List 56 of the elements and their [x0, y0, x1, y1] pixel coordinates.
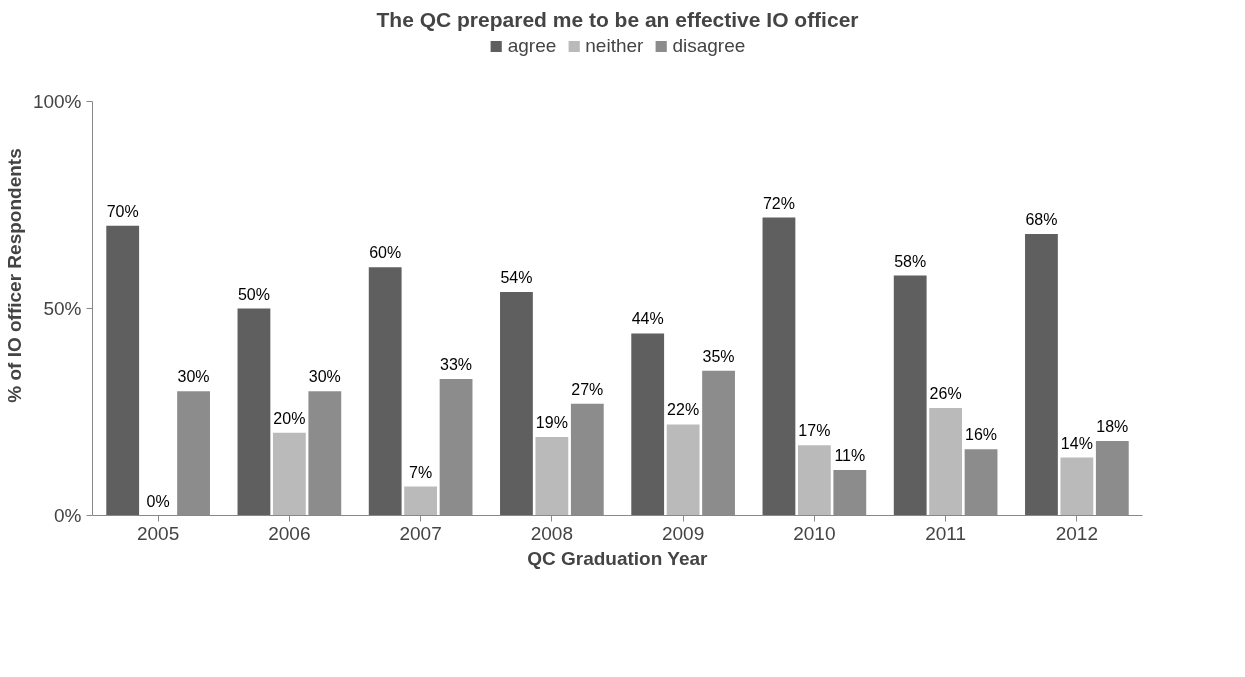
data-label: 17% — [798, 422, 831, 440]
x-tick-label: 2006 — [268, 522, 311, 544]
bar — [893, 275, 927, 516]
bar — [368, 267, 402, 516]
bar — [272, 432, 306, 516]
bar — [666, 424, 700, 516]
bar — [1060, 457, 1094, 516]
bar — [797, 445, 831, 516]
data-label: 44% — [631, 310, 664, 328]
bar — [631, 333, 665, 516]
x-tick-label: 2010 — [793, 522, 836, 544]
data-label: 18% — [1096, 418, 1129, 436]
data-label: 30% — [177, 368, 210, 386]
y-axis-title: % of IO officer Respondents — [3, 148, 25, 403]
y-tick-label: 0% — [54, 505, 82, 526]
legend-label: disagree — [672, 35, 746, 57]
y-tick-label: 100% — [32, 91, 82, 113]
bar — [106, 225, 140, 516]
x-axis-title: QC Graduation Year — [527, 547, 709, 569]
data-label: 27% — [571, 380, 604, 398]
y-tick-label: 50% — [43, 298, 82, 320]
bar — [535, 436, 569, 516]
bar — [500, 292, 533, 516]
data-label: 11% — [834, 446, 866, 464]
x-tick-label: 2005 — [136, 522, 180, 544]
x-tick-label: 2009 — [661, 522, 705, 544]
bar — [929, 407, 963, 516]
x-tick-label: 2007 — [399, 522, 442, 544]
data-label: 26% — [929, 384, 962, 402]
data-label: 16% — [965, 426, 998, 444]
data-label: 70% — [106, 202, 139, 220]
bar — [404, 486, 438, 516]
x-tick-label: 2012 — [1055, 522, 1099, 544]
data-label: 33% — [440, 355, 473, 373]
bar — [762, 217, 796, 516]
legend-label: neither — [585, 35, 644, 57]
data-label: 58% — [894, 252, 927, 270]
bar — [237, 308, 271, 516]
data-label: 0% — [146, 492, 170, 510]
data-label: 20% — [273, 409, 306, 427]
data-label: 35% — [702, 347, 735, 365]
bar — [1025, 234, 1058, 516]
data-label: 22% — [667, 401, 700, 419]
data-label: 68% — [1025, 211, 1058, 229]
x-tick-label: 2008 — [530, 522, 574, 544]
data-label: 14% — [1060, 434, 1093, 452]
data-label: 50% — [237, 285, 270, 303]
x-tick-label: 2011 — [925, 522, 967, 544]
data-label: 19% — [535, 413, 568, 431]
data-label: 7% — [409, 463, 433, 481]
data-label: 54% — [500, 269, 533, 287]
data-label: 30% — [308, 368, 341, 386]
data-label: 72% — [762, 194, 795, 212]
legend-label: agree — [507, 35, 557, 57]
chart-title: The QC prepared me to be an effective IO officer — [376, 7, 859, 31]
data-label: 60% — [369, 244, 402, 262]
